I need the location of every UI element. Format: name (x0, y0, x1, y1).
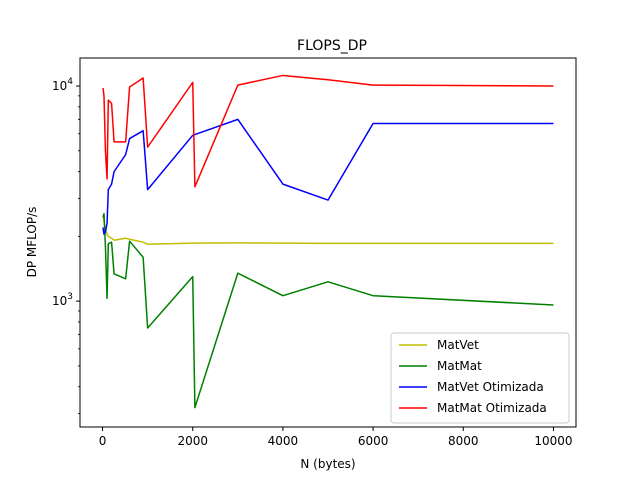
y-tick-label: 103 (52, 292, 73, 308)
series-layer (102, 74, 554, 409)
chart-title: FLOPS_DP (297, 38, 367, 54)
x-axis-label: N (bytes) (300, 457, 355, 471)
legend-label: MatVet Otimizada (437, 380, 544, 394)
legend: MatVet MatMat MatVet Otimizada MatMat Otimi… (390, 332, 570, 424)
y-axis-ticks: 103 104 (52, 77, 80, 415)
series-line-3 (102, 74, 554, 188)
y-tick-label: 104 (52, 77, 73, 93)
legend-label: MatMat Otimizada (437, 401, 547, 415)
x-tick-label: 10000 (534, 434, 572, 448)
x-axis-ticks: 0 2000 4000 6000 8000 10000 (99, 427, 573, 448)
y-axis-label: DP MFLOP/s (25, 207, 39, 278)
x-tick-label: 4000 (268, 434, 299, 448)
plot-frame (79, 57, 577, 428)
legend-label: MatVet (437, 338, 479, 352)
x-tick-label: 0 (99, 434, 107, 448)
x-tick-label: 2000 (177, 434, 208, 448)
series-line-0 (102, 215, 554, 245)
legend-label: MatMat (437, 359, 482, 373)
x-tick-label: 8000 (448, 434, 479, 448)
series-line-2 (102, 118, 554, 235)
series-line-1 (102, 212, 554, 409)
legend-box (390, 332, 570, 424)
x-tick-label: 6000 (358, 434, 389, 448)
